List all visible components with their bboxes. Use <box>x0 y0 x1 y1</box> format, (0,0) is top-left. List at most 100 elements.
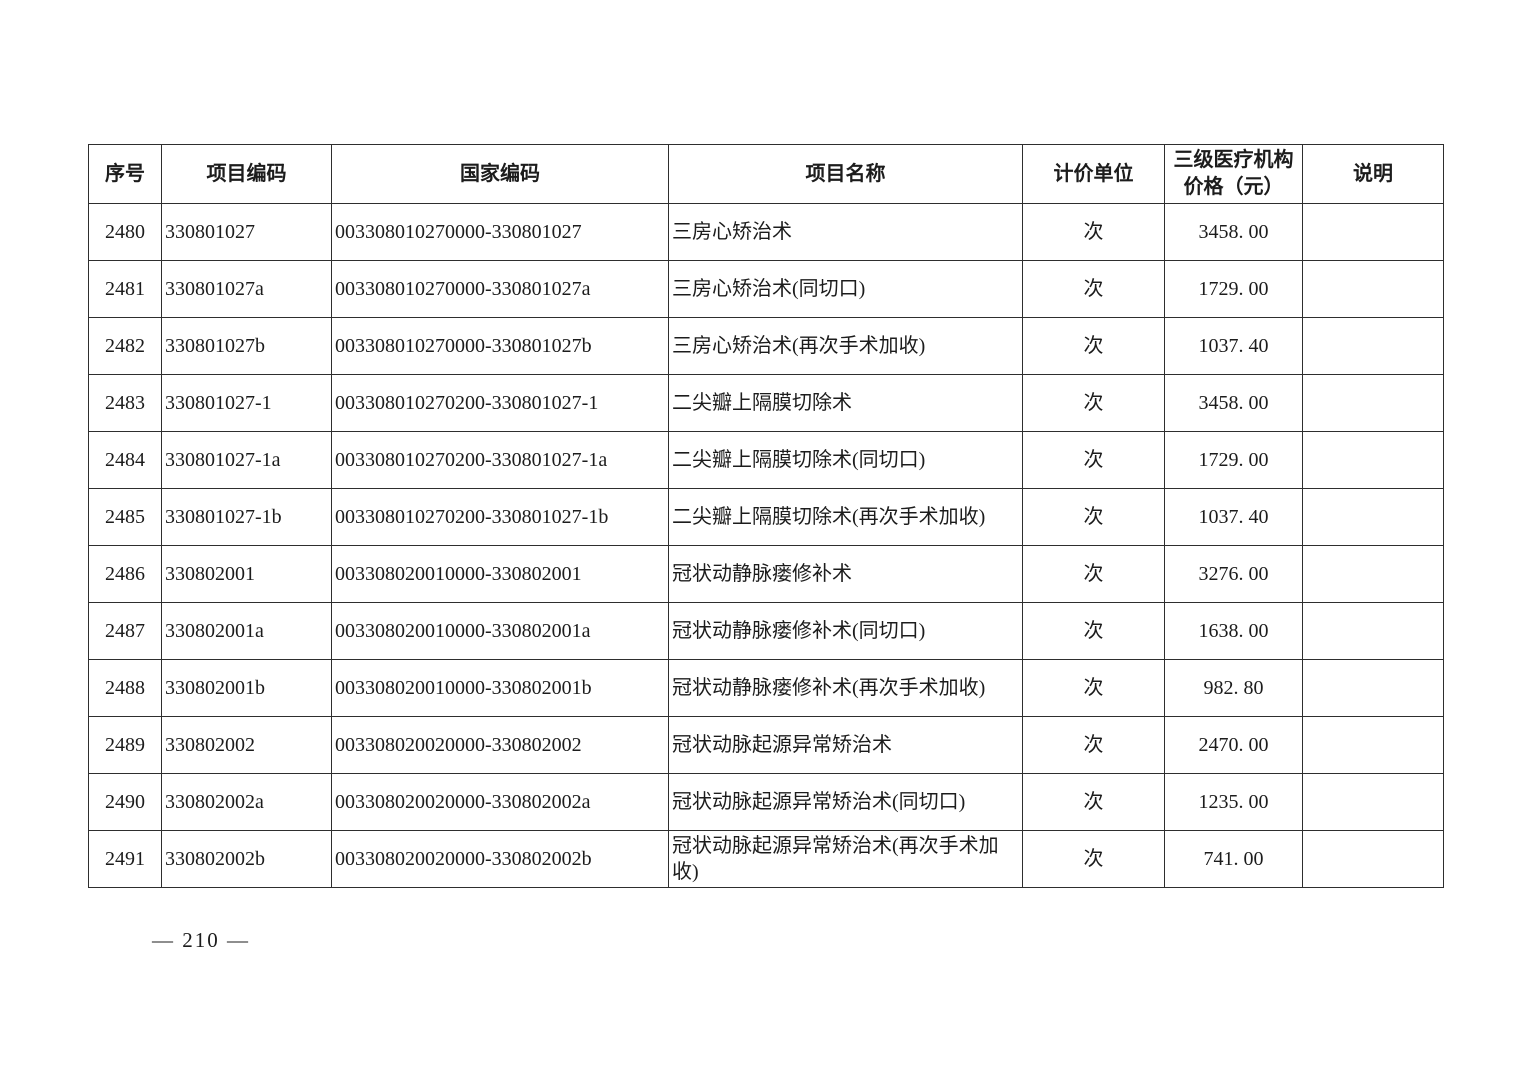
col-header-note: 说明 <box>1302 144 1444 204</box>
cell-project-code: 330802002a <box>161 773 332 831</box>
col-header-seq: 序号 <box>88 144 162 204</box>
cell-project-code: 330802001b <box>161 659 332 717</box>
cell-price: 1638. 00 <box>1164 602 1303 660</box>
cell-project-code: 330801027b <box>161 317 332 375</box>
cell-project-code: 330802002b <box>161 830 332 888</box>
cell-seq: 2483 <box>88 374 162 432</box>
col-header-project-code: 项目编码 <box>161 144 332 204</box>
cell-national-code: 003308010270200-330801027-1b <box>331 488 669 546</box>
cell-unit: 次 <box>1022 203 1165 261</box>
cell-project-code: 330801027-1a <box>161 431 332 489</box>
cell-project-name: 二尖瓣上隔膜切除术 <box>668 374 1023 432</box>
cell-price: 3458. 00 <box>1164 374 1303 432</box>
cell-price: 1037. 40 <box>1164 488 1303 546</box>
table-row: 2488 330802001b 003308020010000-33080200… <box>88 659 1444 717</box>
cell-national-code: 003308020020000-330802002a <box>331 773 669 831</box>
cell-national-code: 003308020010000-330802001b <box>331 659 669 717</box>
cell-project-name: 冠状动脉起源异常矫治术(同切口) <box>668 773 1023 831</box>
cell-project-name: 冠状动静脉瘘修补术 <box>668 545 1023 603</box>
cell-note <box>1302 431 1444 489</box>
cell-seq: 2484 <box>88 431 162 489</box>
cell-project-name: 三房心矫治术 <box>668 203 1023 261</box>
table-row: 2483 330801027-1 003308010270200-3308010… <box>88 374 1444 432</box>
cell-seq: 2488 <box>88 659 162 717</box>
cell-note <box>1302 659 1444 717</box>
cell-seq: 2481 <box>88 260 162 318</box>
cell-project-code: 330801027 <box>161 203 332 261</box>
cell-project-name: 冠状动脉起源异常矫治术(再次手术加收) <box>668 830 1023 888</box>
table-row: 2480 330801027 003308010270000-330801027… <box>88 203 1444 261</box>
cell-price: 2470. 00 <box>1164 716 1303 774</box>
cell-national-code: 003308010270200-330801027-1 <box>331 374 669 432</box>
cell-project-name: 三房心矫治术(再次手术加收) <box>668 317 1023 375</box>
col-header-price: 三级医疗机构价格（元） <box>1164 144 1303 204</box>
cell-price: 3458. 00 <box>1164 203 1303 261</box>
table-row: 2489 330802002 003308020020000-330802002… <box>88 716 1444 774</box>
cell-note <box>1302 830 1444 888</box>
table-row: 2486 330802001 003308020010000-330802001… <box>88 545 1444 603</box>
col-header-unit: 计价单位 <box>1022 144 1165 204</box>
cell-project-code: 330802001 <box>161 545 332 603</box>
table-row: 2491 330802002b 003308020020000-33080200… <box>88 830 1444 888</box>
cell-seq: 2490 <box>88 773 162 831</box>
table-row: 2481 330801027a 003308010270000-33080102… <box>88 260 1444 318</box>
table-header-row: 序号 项目编码 国家编码 项目名称 计价单位 三级医疗机构价格（元） 说明 <box>88 144 1444 204</box>
cell-unit: 次 <box>1022 374 1165 432</box>
cell-project-name: 二尖瓣上隔膜切除术(再次手术加收) <box>668 488 1023 546</box>
cell-seq: 2487 <box>88 602 162 660</box>
cell-note <box>1302 602 1444 660</box>
cell-project-code: 330801027-1 <box>161 374 332 432</box>
cell-project-code: 330801027a <box>161 260 332 318</box>
cell-unit: 次 <box>1022 317 1165 375</box>
cell-national-code: 003308010270000-330801027b <box>331 317 669 375</box>
cell-price: 741. 00 <box>1164 830 1303 888</box>
cell-price: 1729. 00 <box>1164 431 1303 489</box>
cell-unit: 次 <box>1022 773 1165 831</box>
cell-unit: 次 <box>1022 260 1165 318</box>
cell-unit: 次 <box>1022 830 1165 888</box>
cell-national-code: 003308020020000-330802002 <box>331 716 669 774</box>
cell-note <box>1302 545 1444 603</box>
cell-national-code: 003308020010000-330802001 <box>331 545 669 603</box>
price-table: 序号 项目编码 国家编码 项目名称 计价单位 三级医疗机构价格（元） 说明 24… <box>88 144 1444 888</box>
table-row: 2490 330802002a 003308020020000-33080200… <box>88 773 1444 831</box>
cell-national-code: 003308010270200-330801027-1a <box>331 431 669 489</box>
cell-seq: 2480 <box>88 203 162 261</box>
cell-unit: 次 <box>1022 716 1165 774</box>
cell-unit: 次 <box>1022 659 1165 717</box>
cell-project-name: 冠状动静脉瘘修补术(同切口) <box>668 602 1023 660</box>
table-row: 2482 330801027b 003308010270000-33080102… <box>88 317 1444 375</box>
cell-note <box>1302 317 1444 375</box>
cell-national-code: 003308020010000-330802001a <box>331 602 669 660</box>
col-header-project-name: 项目名称 <box>668 144 1023 204</box>
cell-unit: 次 <box>1022 488 1165 546</box>
cell-note <box>1302 716 1444 774</box>
cell-price: 1729. 00 <box>1164 260 1303 318</box>
cell-unit: 次 <box>1022 602 1165 660</box>
cell-seq: 2486 <box>88 545 162 603</box>
cell-national-code: 003308020020000-330802002b <box>331 830 669 888</box>
cell-note <box>1302 773 1444 831</box>
cell-project-code: 330802001a <box>161 602 332 660</box>
cell-price: 3276. 00 <box>1164 545 1303 603</box>
cell-note <box>1302 203 1444 261</box>
cell-note <box>1302 488 1444 546</box>
table-row: 2487 330802001a 003308020010000-33080200… <box>88 602 1444 660</box>
cell-project-name: 冠状动脉起源异常矫治术 <box>668 716 1023 774</box>
cell-seq: 2489 <box>88 716 162 774</box>
table-row: 2484 330801027-1a 003308010270200-330801… <box>88 431 1444 489</box>
cell-unit: 次 <box>1022 545 1165 603</box>
cell-price: 982. 80 <box>1164 659 1303 717</box>
page-number: — 210 — <box>152 928 250 952</box>
cell-seq: 2482 <box>88 317 162 375</box>
cell-project-name: 二尖瓣上隔膜切除术(同切口) <box>668 431 1023 489</box>
cell-project-code: 330801027-1b <box>161 488 332 546</box>
cell-project-name: 冠状动静脉瘘修补术(再次手术加收) <box>668 659 1023 717</box>
cell-note <box>1302 260 1444 318</box>
cell-unit: 次 <box>1022 431 1165 489</box>
cell-national-code: 003308010270000-330801027 <box>331 203 669 261</box>
cell-project-name: 三房心矫治术(同切口) <box>668 260 1023 318</box>
cell-price: 1235. 00 <box>1164 773 1303 831</box>
cell-note <box>1302 374 1444 432</box>
